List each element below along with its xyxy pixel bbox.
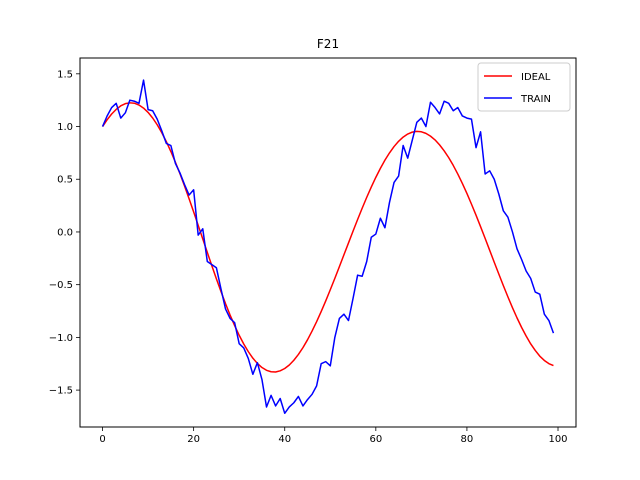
y-tick-label: 0.0 [57, 227, 73, 238]
y-tick-label: 1.5 [57, 69, 73, 80]
legend-label-train: TRAIN [520, 94, 551, 105]
y-tick-label: −1.5 [49, 386, 73, 397]
series-line-train [101, 79, 555, 415]
y-tick-label: 1.0 [57, 122, 73, 133]
x-tick-label: 100 [548, 434, 567, 445]
x-tick-label: 20 [187, 434, 200, 445]
chart-title: F21 [317, 37, 339, 51]
plot-frame [79, 57, 577, 428]
y-tick-label: −0.5 [49, 280, 73, 291]
y-tick-label: −1.0 [49, 333, 73, 344]
legend-label-ideal: IDEAL [521, 72, 551, 83]
x-tick-label: 80 [461, 434, 474, 445]
y-axis: −1.5 −1.0 −0.5 0.0 0.5 1.0 1.5 [49, 69, 80, 397]
x-axis: 0 20 40 60 80 100 [99, 427, 568, 445]
series-line-ideal [101, 102, 554, 373]
legend: IDEAL TRAIN [477, 62, 571, 112]
series-layer [101, 79, 555, 415]
x-tick-label: 40 [278, 434, 291, 445]
y-tick-label: 0.5 [57, 175, 73, 186]
x-tick-label: 60 [369, 434, 382, 445]
legend-box [477, 62, 571, 112]
x-tick-label: 0 [99, 434, 105, 445]
